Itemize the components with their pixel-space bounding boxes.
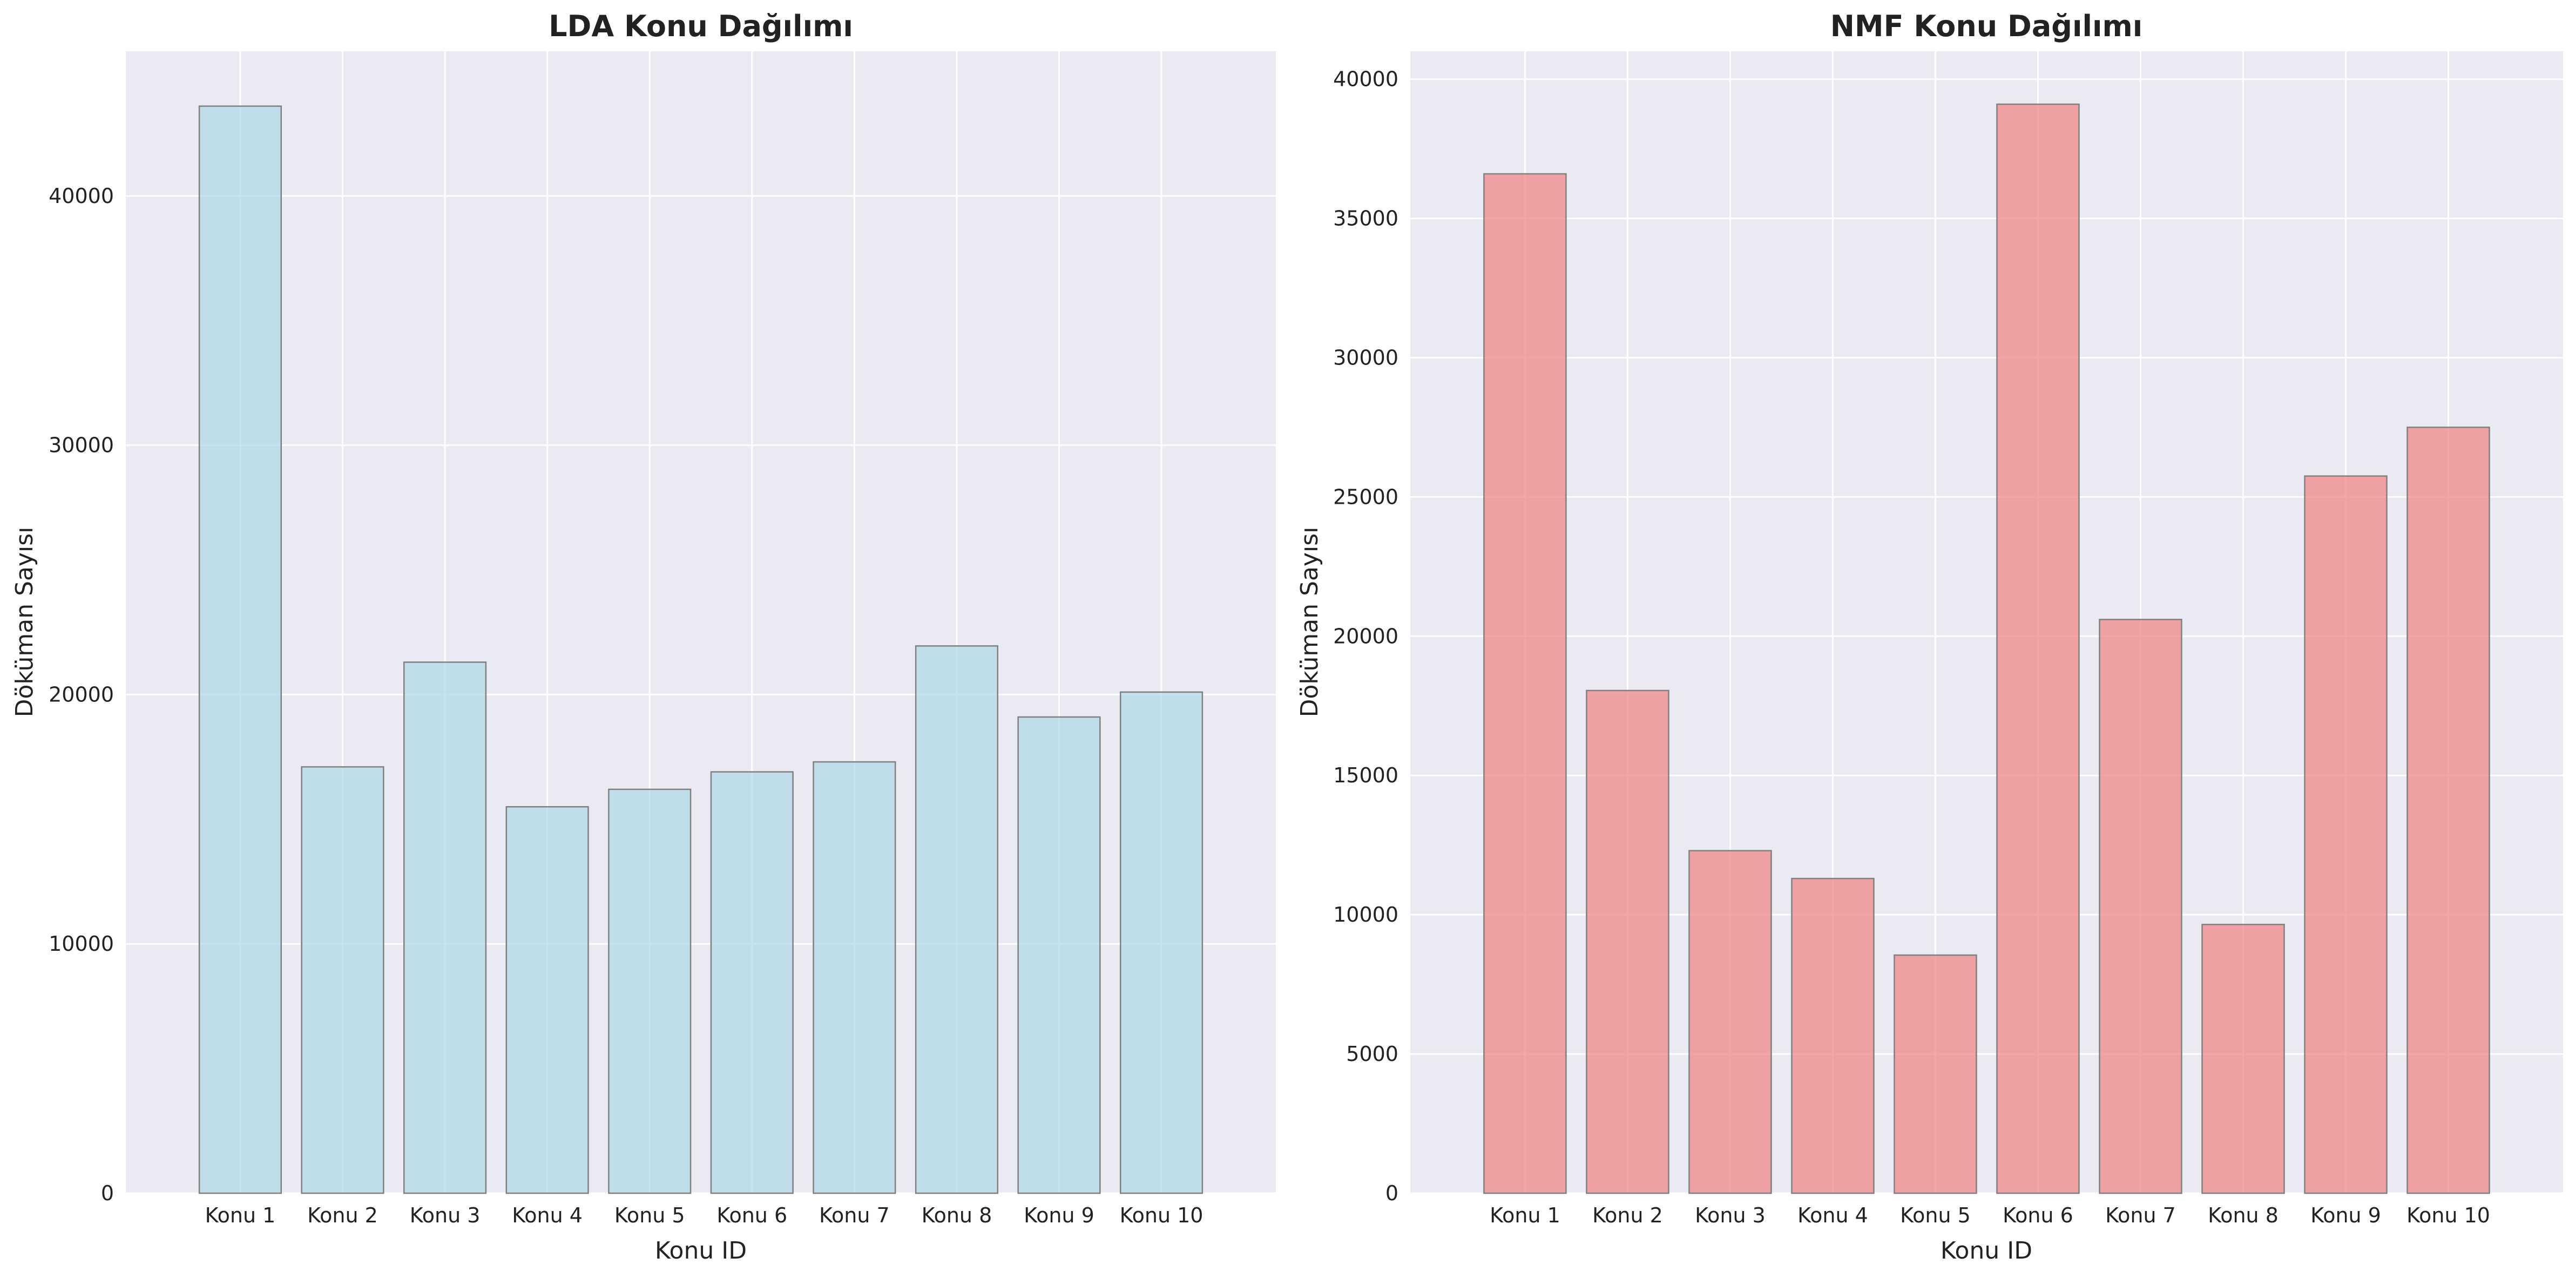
lda-y-tick-label: 0 <box>101 1181 114 1205</box>
nmf-y-tick-label: 10000 <box>1333 903 1398 927</box>
nmf-x-tick-labels: Konu 1 Konu 2 Konu 3 Konu 4 Konu 5 Konu 6 Konu… <box>1490 1203 2490 1227</box>
nmf-x-tick-label: Konu 9 <box>2310 1203 2381 1227</box>
lda-bar <box>1119 691 1204 1194</box>
nmf-x-axis-label: Konu ID <box>1941 1237 2032 1265</box>
nmf-y-tick-label: 0 <box>1385 1181 1398 1205</box>
nmf-y-axis-label: Döküman Sayısı <box>1296 527 1323 718</box>
lda-x-tick-label: Konu 1 <box>205 1203 276 1227</box>
nmf-chart-title: NMF Konu Dağılımı <box>1830 9 2143 43</box>
lda-x-axis-label: Konu ID <box>655 1237 747 1265</box>
nmf-y-tick-label: 15000 <box>1333 763 1398 787</box>
lda-x-tick-label: Konu 7 <box>819 1203 890 1227</box>
nmf-bar <box>1586 689 1669 1194</box>
nmf-x-tick-label: Konu 2 <box>1592 1203 1663 1227</box>
lda-x-tick-label: Konu 6 <box>716 1203 787 1227</box>
nmf-bar <box>1791 877 1875 1194</box>
nmf-x-tick-label: Konu 7 <box>2105 1203 2176 1227</box>
lda-y-tick-label: 20000 <box>49 682 114 706</box>
lda-bar <box>710 771 794 1194</box>
lda-y-axis-label: Döküman Sayısı <box>11 527 38 718</box>
nmf-y-tick-label: 20000 <box>1333 624 1398 648</box>
nmf-bar <box>1688 850 1772 1194</box>
nmf-chart: Konu 1 Konu 2 Konu 3 Konu 4 Konu 5 Konu 6 Konu… <box>1296 9 2563 1265</box>
nmf-y-tick-label: 5000 <box>1346 1042 1398 1066</box>
lda-x-tick-label: Konu 10 <box>1120 1203 1204 1227</box>
lda-y-tick-labels: 0 10000 20000 30000 40000 <box>49 184 114 1205</box>
lda-x-tick-label: Konu 9 <box>1024 1203 1094 1227</box>
nmf-y-tick-label: 35000 <box>1333 207 1398 231</box>
nmf-x-tick-label: Konu 10 <box>2406 1203 2490 1227</box>
lda-y-tick-label: 30000 <box>49 434 114 457</box>
nmf-bars <box>1483 103 2490 1194</box>
lda-bar <box>813 761 896 1194</box>
lda-y-tick-label: 40000 <box>49 184 114 208</box>
lda-y-tick-label: 10000 <box>49 932 114 956</box>
nmf-x-tick-label: Konu 6 <box>2003 1203 2073 1227</box>
lda-bar <box>301 766 384 1194</box>
lda-plot-area <box>126 51 1276 1193</box>
lda-chart-title: LDA Konu Dağılımı <box>549 9 853 43</box>
nmf-x-tick-label: Konu 1 <box>1490 1203 1560 1227</box>
nmf-y-tick-label: 25000 <box>1333 485 1398 509</box>
nmf-x-tick-label: Konu 3 <box>1695 1203 1766 1227</box>
nmf-bar <box>1996 103 2080 1194</box>
lda-x-tick-label: Konu 8 <box>922 1203 992 1227</box>
lda-bar <box>505 806 589 1194</box>
nmf-y-tick-label: 40000 <box>1333 67 1398 91</box>
lda-bars <box>198 105 1204 1194</box>
lda-chart: Konu 1 Konu 2 Konu 3 Konu 4 Konu 5 Konu 6 Konu… <box>11 9 1276 1265</box>
nmf-y-tick-labels: 0 5000 10000 15000 20000 25000 30000 35000 40000 <box>1333 67 1398 1205</box>
nmf-x-tick-label: Konu 5 <box>1900 1203 1971 1227</box>
nmf-bar <box>1483 173 1567 1194</box>
lda-x-tick-label: Konu 2 <box>307 1203 378 1227</box>
lda-x-tick-labels: Konu 1 Konu 2 Konu 3 Konu 4 Konu 5 Konu 6 Konu… <box>205 1203 1204 1227</box>
nmf-bar <box>1894 954 1977 1194</box>
lda-bar <box>915 645 999 1194</box>
nmf-bar <box>2304 475 2388 1194</box>
nmf-x-tick-label: Konu 4 <box>1797 1203 1868 1227</box>
nmf-bar <box>2201 923 2285 1194</box>
lda-x-tick-label: Konu 5 <box>614 1203 685 1227</box>
lda-x-tick-label: Konu 4 <box>512 1203 583 1227</box>
lda-bar <box>403 661 487 1194</box>
nmf-plot-area <box>1410 51 2563 1193</box>
lda-bar <box>1017 716 1101 1194</box>
nmf-x-tick-label: Konu 8 <box>2208 1203 2278 1227</box>
lda-bar <box>608 788 692 1194</box>
nmf-y-tick-label: 30000 <box>1333 346 1398 369</box>
nmf-bar <box>2099 619 2182 1194</box>
nmf-bar <box>2406 427 2490 1194</box>
lda-x-tick-label: Konu 3 <box>410 1203 481 1227</box>
lda-bar <box>198 105 282 1194</box>
